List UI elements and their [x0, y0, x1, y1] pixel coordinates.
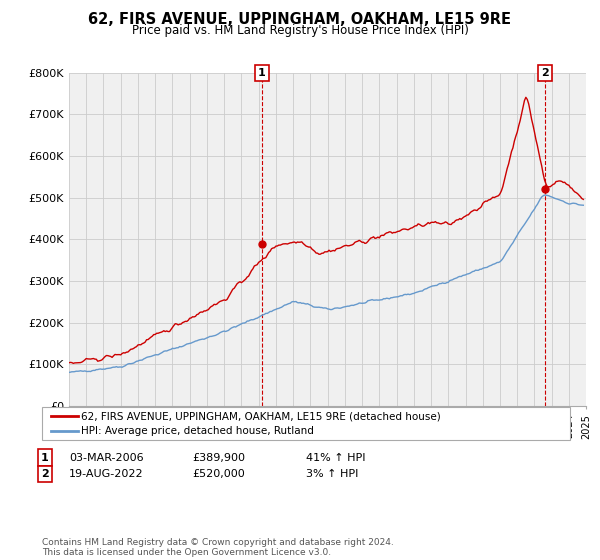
Text: £520,000: £520,000: [192, 469, 245, 479]
Text: 1: 1: [41, 452, 49, 463]
Text: 1: 1: [257, 68, 265, 78]
Text: 2: 2: [41, 469, 49, 479]
Text: 19-AUG-2022: 19-AUG-2022: [69, 469, 143, 479]
Text: 03-MAR-2006: 03-MAR-2006: [69, 452, 143, 463]
Text: 41% ↑ HPI: 41% ↑ HPI: [306, 452, 365, 463]
Text: HPI: Average price, detached house, Rutland: HPI: Average price, detached house, Rutl…: [81, 426, 314, 436]
Text: Contains HM Land Registry data © Crown copyright and database right 2024.
This d: Contains HM Land Registry data © Crown c…: [42, 538, 394, 557]
Text: £389,900: £389,900: [192, 452, 245, 463]
Text: 3% ↑ HPI: 3% ↑ HPI: [306, 469, 358, 479]
Text: Price paid vs. HM Land Registry's House Price Index (HPI): Price paid vs. HM Land Registry's House …: [131, 24, 469, 37]
Text: 62, FIRS AVENUE, UPPINGHAM, OAKHAM, LE15 9RE: 62, FIRS AVENUE, UPPINGHAM, OAKHAM, LE15…: [89, 12, 511, 27]
Text: 2: 2: [541, 68, 549, 78]
Text: 62, FIRS AVENUE, UPPINGHAM, OAKHAM, LE15 9RE (detached house): 62, FIRS AVENUE, UPPINGHAM, OAKHAM, LE15…: [81, 411, 441, 421]
